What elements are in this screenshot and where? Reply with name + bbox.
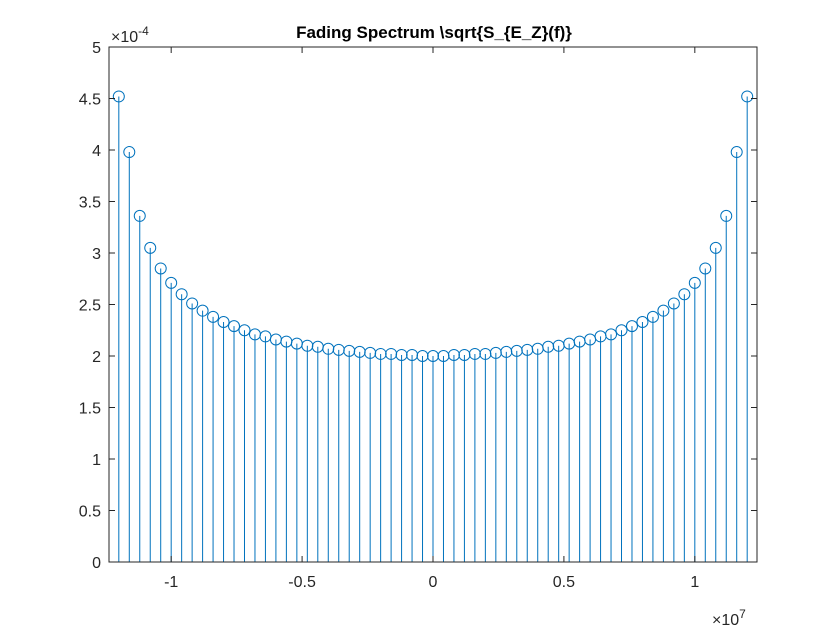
- y-tick-label: 2.5: [79, 298, 101, 315]
- stem-marker: [741, 90, 754, 103]
- y-axis: 0 0.5 1 1.5 2 2.5 3 3.5 4 4.5 5: [79, 40, 757, 572]
- stem-marker: [709, 241, 722, 254]
- stem-marker: [605, 328, 618, 341]
- x-exponent-power: 7: [739, 607, 746, 621]
- stem-marker: [186, 297, 199, 310]
- stem-marker: [165, 276, 178, 289]
- stem-marker: [175, 288, 188, 301]
- y-tick-label: 2: [92, 349, 101, 366]
- stem-marker: [447, 348, 460, 361]
- stem-marker: [217, 316, 230, 329]
- y-exponent-power: -4: [138, 24, 149, 38]
- x-exponent-base: 10: [721, 612, 739, 629]
- y-axis-exponent: ×10-4: [111, 24, 149, 46]
- x-axis: -1 -0.5 0 0.5 1: [164, 47, 699, 591]
- x-tick-label: 0.5: [553, 574, 575, 591]
- x-exponent-multiplier: ×: [712, 612, 721, 629]
- stem-series: [112, 90, 754, 562]
- stem-marker: [144, 241, 157, 254]
- stem-marker: [678, 288, 691, 301]
- x-tick-label: 1: [690, 574, 699, 591]
- y-tick-label: 4.5: [79, 92, 101, 109]
- stem-marker: [657, 304, 670, 317]
- stem-marker: [730, 146, 743, 159]
- stem-marker: [720, 209, 733, 222]
- stem-marker: [374, 347, 387, 360]
- stem-marker: [123, 146, 136, 159]
- stem-marker: [416, 350, 429, 362]
- stem-marker: [112, 90, 125, 103]
- svg-text:×10-4: ×10-4: [111, 24, 149, 46]
- stem-marker: [667, 297, 680, 310]
- stem-marker: [395, 348, 408, 361]
- x-tick-label: -0.5: [288, 574, 316, 591]
- stem-marker: [688, 276, 701, 289]
- stem-marker: [238, 324, 251, 337]
- stem-marker: [625, 320, 638, 333]
- y-tick-label: 3: [92, 246, 101, 263]
- stem-marker: [636, 316, 649, 329]
- stem-marker: [196, 304, 209, 317]
- y-tick-label: 1.5: [79, 401, 101, 418]
- y-tick-label: 0.5: [79, 504, 101, 521]
- y-exponent-multiplier: ×: [111, 29, 120, 46]
- chart-title: Fading Spectrum \sqrt{S_{E_Z}(f)}: [296, 23, 572, 42]
- y-tick-label: 3.5: [79, 195, 101, 212]
- y-tick-label: 1: [92, 452, 101, 469]
- stem-marker: [699, 262, 712, 275]
- stem-marker: [615, 324, 628, 337]
- stem-marker: [133, 209, 146, 222]
- svg-text:×107: ×107: [712, 607, 746, 629]
- stem-marker: [427, 350, 439, 362]
- stem-marker: [228, 320, 241, 333]
- stem-marker: [468, 347, 481, 360]
- y-tick-label: 4: [92, 143, 101, 160]
- y-tick-label: 5: [92, 40, 101, 57]
- stem-marker: [646, 310, 659, 323]
- y-exponent-base: 10: [120, 29, 138, 46]
- y-tick-label: 0: [92, 555, 101, 572]
- stem-marker: [207, 310, 220, 323]
- x-tick-label: -1: [164, 574, 178, 591]
- stem-marker: [154, 262, 167, 275]
- x-tick-label: 0: [429, 574, 438, 591]
- x-axis-exponent: ×107: [712, 607, 746, 629]
